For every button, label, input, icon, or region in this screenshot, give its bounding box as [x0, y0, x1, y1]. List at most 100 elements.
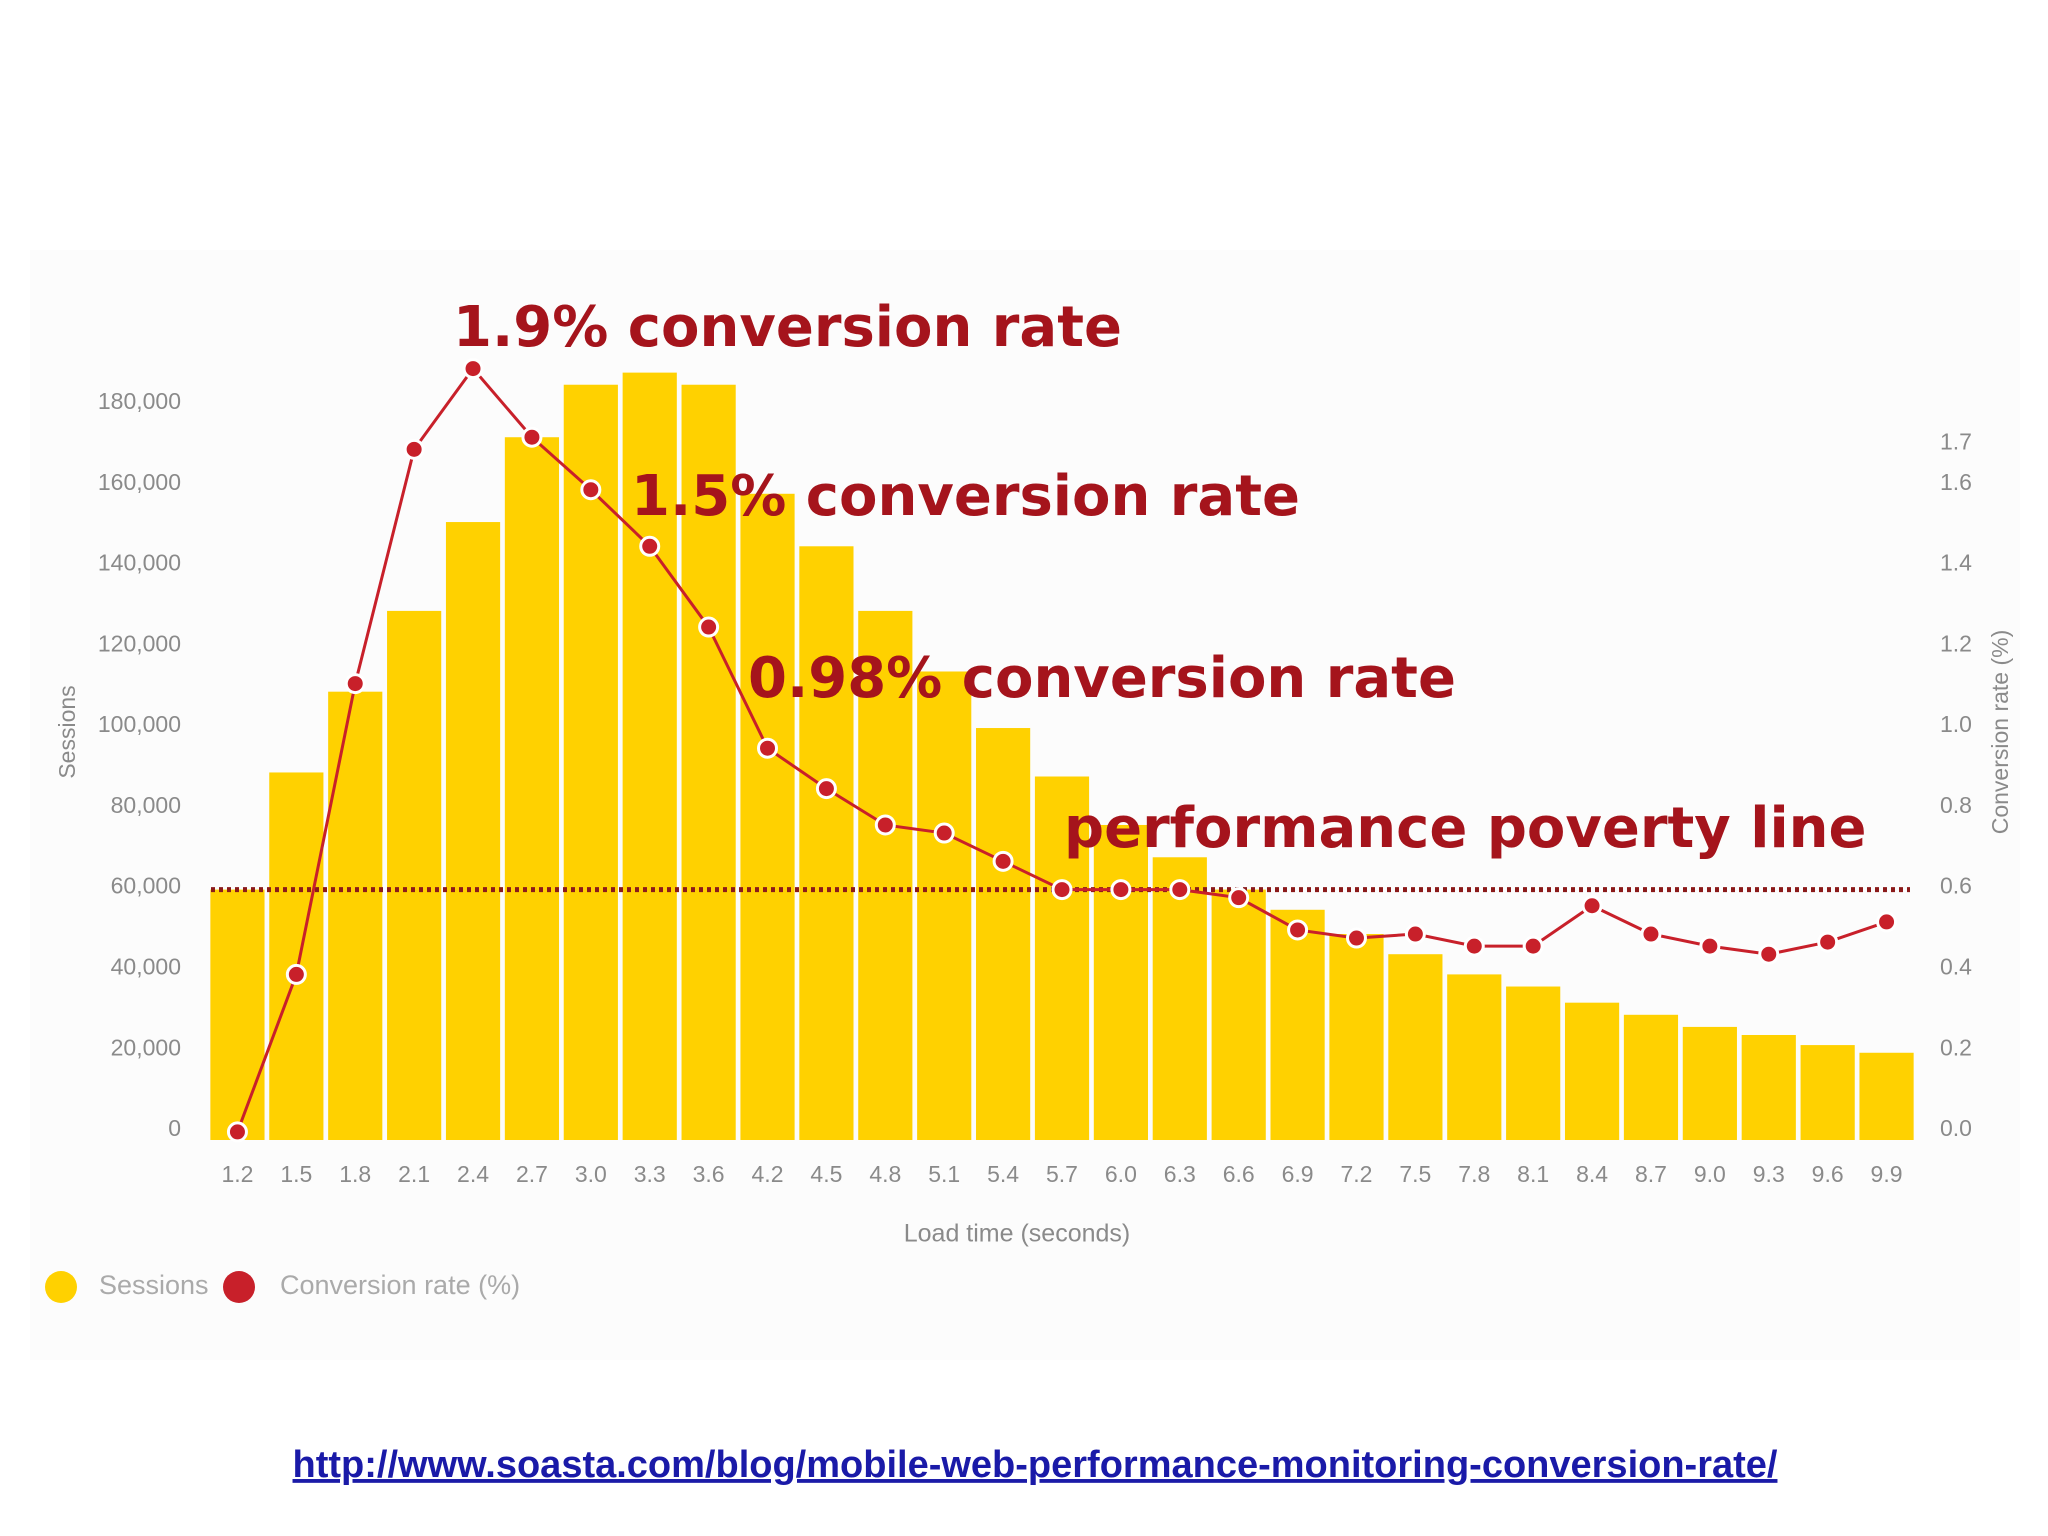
- x-tick-label: 1.2: [221, 1161, 253, 1187]
- point: [1640, 923, 1662, 945]
- point: [639, 535, 661, 557]
- x-tick-label: 3.6: [693, 1161, 725, 1187]
- x-tick-label: 3.3: [634, 1161, 666, 1187]
- x-tick-label: 4.5: [810, 1161, 842, 1187]
- bar: [1270, 909, 1325, 1140]
- point: [1463, 935, 1485, 957]
- y-tick-label: 140,000: [98, 550, 181, 576]
- bar: [976, 728, 1031, 1140]
- point: [698, 616, 720, 638]
- y-tick-label: 60,000: [111, 873, 181, 899]
- y2-tick-label: 0.8: [1940, 792, 1972, 818]
- x-tick-label: 5.7: [1046, 1161, 1078, 1187]
- point: [1051, 879, 1073, 901]
- x-tick-label: 6.0: [1105, 1161, 1137, 1187]
- point: [226, 1121, 248, 1143]
- point: [1169, 879, 1191, 901]
- point: [992, 850, 1014, 872]
- bar: [1152, 857, 1207, 1140]
- bar: [799, 546, 854, 1140]
- bar: [210, 889, 265, 1140]
- y2-tick-label: 0.6: [1940, 873, 1972, 899]
- x-tick-label: 4.8: [869, 1161, 901, 1187]
- source-link[interactable]: http://www.soasta.com/blog/mobile-web-pe…: [293, 1444, 1778, 1486]
- y-tick-label: 120,000: [98, 630, 181, 656]
- bar: [328, 691, 383, 1140]
- bar: [563, 384, 618, 1140]
- annotation: 1.5% conversion rate: [631, 464, 1300, 529]
- bar: [740, 493, 795, 1140]
- y2-axis-title: Conversion rate (%): [1987, 630, 2013, 835]
- point: [1817, 931, 1839, 953]
- annotation: performance poverty line: [1064, 796, 1866, 861]
- y-axis-title: Sessions: [54, 685, 80, 778]
- y2-tick-label: 0.4: [1940, 954, 1972, 980]
- x-tick-label: 1.5: [280, 1161, 312, 1187]
- x-tick-label: 9.6: [1812, 1161, 1844, 1187]
- x-tick-label: 7.5: [1399, 1161, 1431, 1187]
- point: [757, 737, 779, 759]
- point: [1404, 923, 1426, 945]
- bar: [1859, 1052, 1914, 1140]
- bar: [1329, 934, 1384, 1140]
- x-tick-label: 2.1: [398, 1161, 430, 1187]
- bar: [1564, 1002, 1620, 1140]
- bar: [1093, 824, 1148, 1140]
- x-tick-label: 5.4: [987, 1161, 1019, 1187]
- point: [1228, 887, 1250, 909]
- y2-tick-label: 1.4: [1940, 550, 1972, 576]
- bar: [1388, 954, 1443, 1140]
- y2-tick-label: 0.2: [1940, 1034, 1972, 1060]
- annotation: 1.9% conversion rate: [453, 295, 1122, 360]
- bar: [1623, 1014, 1679, 1140]
- bar: [504, 437, 560, 1140]
- point: [521, 426, 543, 448]
- y2-tick-label: 1.2: [1940, 630, 1972, 656]
- bar: [858, 610, 913, 1140]
- legend-swatch: [45, 1271, 77, 1303]
- x-tick-label: 6.3: [1164, 1161, 1196, 1187]
- bar: [445, 522, 501, 1140]
- y-tick-label: 160,000: [98, 469, 181, 495]
- point: [1581, 895, 1603, 917]
- y2-tick-label: 1.0: [1940, 711, 1972, 737]
- y2-tick-label: 0.0: [1940, 1115, 1972, 1141]
- legend-swatch: [223, 1271, 255, 1303]
- x-tick-label: 9.3: [1753, 1161, 1785, 1187]
- point: [1699, 935, 1721, 957]
- x-tick-label: 6.9: [1282, 1161, 1314, 1187]
- y2-tick-label: 1.7: [1940, 428, 1972, 454]
- bar: [917, 671, 972, 1140]
- x-tick-label: 6.6: [1223, 1161, 1255, 1187]
- bar: [269, 772, 324, 1140]
- bar: [622, 372, 677, 1141]
- annotation: 0.98% conversion rate: [748, 646, 1456, 711]
- x-tick-label: 8.4: [1576, 1161, 1608, 1187]
- point: [815, 778, 837, 800]
- point: [580, 479, 602, 501]
- legend-label: Conversion rate (%): [280, 1270, 520, 1300]
- bar: [1447, 974, 1502, 1140]
- bar: [681, 384, 736, 1140]
- x-tick-label: 1.8: [339, 1161, 371, 1187]
- bar: [1800, 1045, 1855, 1140]
- point: [403, 438, 425, 460]
- x-tick-label: 9.0: [1694, 1161, 1726, 1187]
- x-tick-label: 7.8: [1458, 1161, 1490, 1187]
- bar: [387, 610, 442, 1140]
- bar: [1741, 1034, 1796, 1140]
- y-tick-label: 20,000: [111, 1034, 181, 1060]
- point: [1287, 919, 1309, 941]
- y-tick-label: 100,000: [98, 711, 181, 737]
- y-tick-label: 80,000: [111, 792, 181, 818]
- x-tick-label: 5.1: [928, 1161, 960, 1187]
- bar: [1034, 776, 1090, 1140]
- y-tick-label: 180,000: [98, 388, 181, 414]
- y-tick-label: 40,000: [111, 954, 181, 980]
- legend-label: Sessions: [99, 1270, 209, 1300]
- point: [933, 822, 955, 844]
- point: [1522, 935, 1544, 957]
- point: [1758, 943, 1780, 965]
- x-tick-label: 7.2: [1340, 1161, 1372, 1187]
